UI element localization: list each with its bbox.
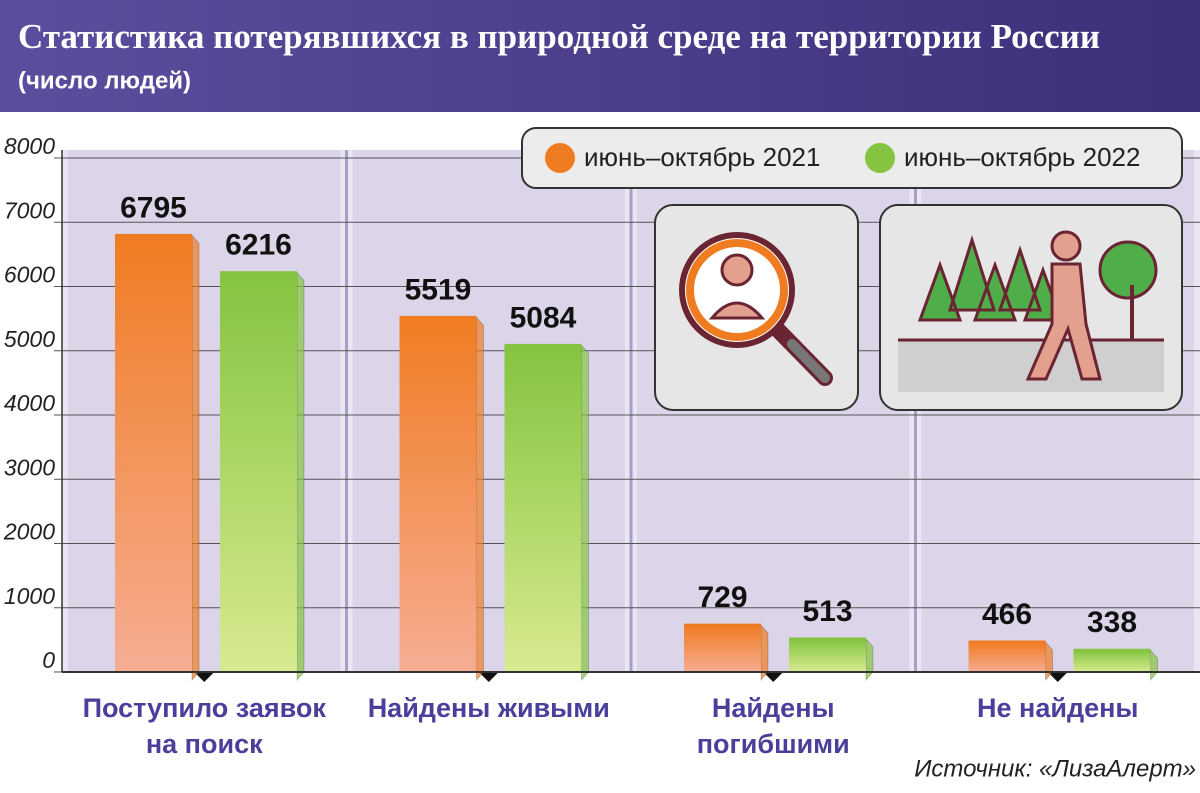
value-label: 5519 — [405, 273, 472, 306]
chart-title: Статистика потерявшихся в природной сред… — [18, 17, 1100, 56]
y-tick-label: 5000 — [4, 326, 55, 352]
y-tick-label: 7000 — [4, 197, 55, 223]
bar — [220, 273, 297, 672]
bar — [969, 642, 1046, 672]
bar-side — [192, 235, 199, 680]
value-label: 5084 — [510, 301, 577, 334]
chart-subtitle: (число людей) — [18, 67, 191, 94]
value-label: 513 — [802, 595, 852, 628]
bar-side — [582, 345, 589, 680]
x-tick-label-box: Найдены погибшими — [611, 690, 936, 770]
x-tick-label-box: Поступило заявок на поиск — [42, 690, 367, 770]
y-tick-label: 3000 — [4, 454, 55, 480]
y-tick-label: 4000 — [4, 390, 55, 416]
legend-label: июнь–октябрь 2022 — [904, 142, 1140, 172]
legend-label: июнь–октябрь 2021 — [584, 142, 820, 172]
bar-side — [297, 273, 304, 680]
bar-side — [866, 639, 873, 680]
value-label: 466 — [982, 598, 1032, 631]
y-tick-label: 2000 — [3, 519, 55, 545]
value-label: 338 — [1087, 606, 1137, 639]
bar — [1074, 650, 1151, 672]
x-tick-label: Найдены погибшими — [611, 690, 936, 762]
value-label: 729 — [697, 581, 747, 614]
bar-side — [477, 317, 484, 680]
legend-swatch — [545, 143, 575, 173]
legend-swatch — [865, 143, 895, 173]
x-tick-label: Не найдены — [896, 690, 1200, 726]
x-tick-label: Найдены живыми — [327, 690, 652, 726]
bar — [115, 235, 192, 672]
x-tick-label-box: Не найдены — [896, 690, 1200, 770]
y-tick-label: 8000 — [4, 133, 55, 159]
x-tick-label-box: Найдены живыми — [327, 690, 652, 770]
search-icon — [655, 205, 858, 410]
x-tick-label: Поступило заявок на поиск — [42, 690, 367, 762]
bar — [505, 345, 582, 672]
y-tick-label: 0 — [42, 647, 55, 673]
y-tick-label: 1000 — [4, 583, 55, 609]
value-label: 6216 — [225, 229, 292, 262]
bar — [789, 639, 866, 672]
y-tick-label: 6000 — [4, 262, 55, 288]
bar — [400, 317, 477, 672]
bar — [684, 625, 761, 672]
forest-icon — [880, 205, 1182, 410]
value-label: 6795 — [120, 191, 187, 224]
